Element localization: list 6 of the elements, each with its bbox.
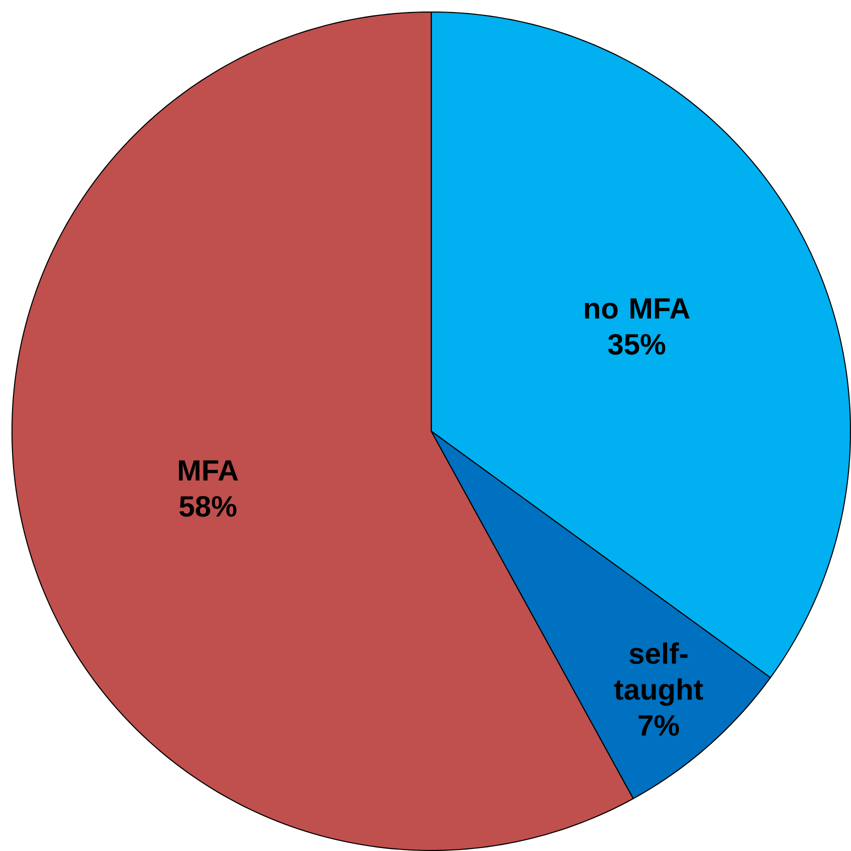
data-label: 7% — [638, 715, 679, 736]
slice-label: no MFA — [584, 298, 690, 319]
data-label: 58% — [179, 496, 236, 517]
slice-label: self-taught — [614, 642, 703, 706]
slice-label: MFA — [178, 460, 238, 481]
data-label: 35% — [608, 334, 666, 355]
